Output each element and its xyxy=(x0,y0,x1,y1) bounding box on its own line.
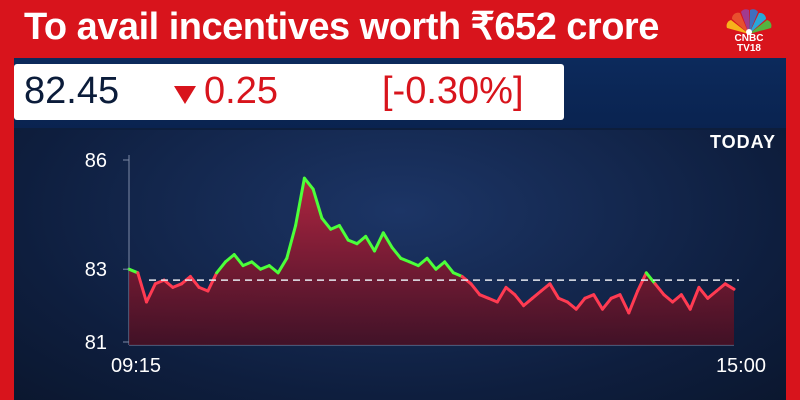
series-line-segment xyxy=(329,224,341,231)
logo-text-cnbc: CNBC xyxy=(734,33,764,44)
series-line-segment xyxy=(618,293,631,315)
series-line-segment xyxy=(285,224,298,260)
series-line-segment xyxy=(513,293,526,308)
series-line-segment xyxy=(671,293,683,304)
series-line-segment xyxy=(627,289,640,315)
series-line-segment xyxy=(715,282,727,293)
x-tick-label: 15:00 xyxy=(716,355,766,377)
series-line-segment xyxy=(250,260,262,271)
series-line-segment xyxy=(337,224,350,242)
series-line-segment xyxy=(495,285,508,304)
series-line-segment xyxy=(355,234,368,246)
x-tick-label: 09:15 xyxy=(111,355,161,377)
series-line-segment xyxy=(443,260,455,275)
left-frame xyxy=(0,0,14,400)
divider xyxy=(14,128,786,130)
headline: To avail incentives worth ₹652 crore xyxy=(24,6,659,48)
series-line-segment xyxy=(276,256,289,275)
series-line-segment xyxy=(504,285,517,297)
series-line-segment xyxy=(381,231,394,249)
series-line-segment xyxy=(653,282,666,297)
series-line-segment xyxy=(241,260,254,268)
series-line-segment xyxy=(223,253,236,264)
series-line-segment xyxy=(530,289,543,300)
series-line-segment xyxy=(399,256,412,264)
series-line-segment xyxy=(548,282,561,300)
y-tick-label: 81 xyxy=(85,332,107,354)
series-line-segment xyxy=(706,289,718,300)
series-line-segment xyxy=(145,282,157,304)
headline-bar: To avail incentives worth ₹652 crore CNB… xyxy=(14,0,786,58)
series-line-segment xyxy=(636,271,648,293)
price-value: 82.45 xyxy=(24,70,120,112)
series-line-segment xyxy=(688,285,701,311)
series-line-segment xyxy=(601,296,613,311)
down-arrow-icon xyxy=(174,86,196,104)
series-line-segment xyxy=(487,296,499,304)
peacock-icon xyxy=(726,9,772,35)
series-line-segment xyxy=(127,267,140,275)
series-line-segment xyxy=(259,264,271,271)
y-tick-label: 86 xyxy=(85,150,107,172)
series-line-segment xyxy=(171,282,184,289)
series-line-segment xyxy=(522,296,534,308)
series-line-segment xyxy=(583,293,596,300)
series-line-segment xyxy=(425,256,438,271)
series-line-segment xyxy=(232,253,245,268)
series-line-segment xyxy=(557,296,569,304)
series-line-segment xyxy=(451,271,464,278)
series-line-segment xyxy=(723,282,736,291)
y-tick-label: 83 xyxy=(85,259,107,281)
series-line-segment xyxy=(592,293,604,311)
series-line-segment xyxy=(302,176,315,191)
series-line-segment xyxy=(565,300,578,311)
series-line-segment xyxy=(206,271,219,293)
series-line-segment xyxy=(416,256,429,268)
series-line-segment xyxy=(320,216,333,231)
series-line-segment xyxy=(215,260,227,275)
series-line-segment xyxy=(267,264,280,275)
series-line-segment xyxy=(434,260,447,271)
series-line-segment xyxy=(478,293,490,300)
chart-period-label: TODAY xyxy=(709,132,776,152)
series-line-segment xyxy=(188,275,201,289)
series-line-segment xyxy=(644,271,657,286)
right-frame xyxy=(786,0,800,400)
series-line-segment xyxy=(390,245,403,260)
series-line-segment xyxy=(311,187,324,220)
series-line-segment xyxy=(162,278,175,289)
series-line-segment xyxy=(539,282,552,293)
cnbc-tv18-logo: CNBC TV18 xyxy=(720,6,778,56)
series-line-segment xyxy=(346,238,359,246)
series-line-segment xyxy=(662,293,675,304)
series-line-segment xyxy=(574,296,587,311)
series-line-segment xyxy=(197,285,210,293)
series-line-segment xyxy=(697,285,710,300)
series-line-segment xyxy=(469,282,482,297)
series-line-segment xyxy=(364,234,376,253)
series-line-segment xyxy=(373,231,385,253)
intraday-chart: TODAY 86 83 81 09:15 15:00 xyxy=(14,130,786,400)
series-line-segment xyxy=(294,176,306,227)
change-value: 0.25 xyxy=(204,70,278,112)
series-line-segment xyxy=(136,271,148,304)
logo-text-tv18: TV18 xyxy=(737,43,761,54)
price-bar: 82.45 0.25 [-0.30%] xyxy=(14,58,786,128)
quote-panel: 82.45 0.25 [-0.30%] xyxy=(14,64,564,120)
series-line-segment xyxy=(408,260,420,268)
series-line-segment xyxy=(609,293,622,300)
change-percent: [-0.30%] xyxy=(382,70,524,112)
series-line-segment xyxy=(679,293,692,311)
